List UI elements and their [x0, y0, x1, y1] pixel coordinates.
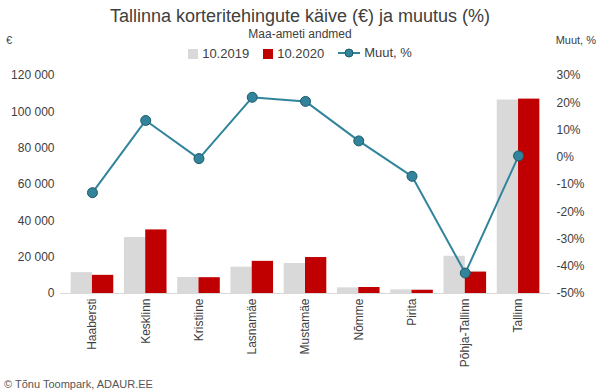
- svg-text:20 000: 20 000: [18, 250, 55, 264]
- svg-text:Haabersti: Haabersti: [85, 299, 99, 350]
- html-text:10.2020: 10.2020: [277, 46, 325, 61]
- svg-text:Põhja-Tallinn: Põhja-Tallinn: [458, 299, 472, 368]
- svg-text:40 000: 40 000: [18, 214, 55, 228]
- html-text:© Tõnu Toompark, ADAUR.EE: © Tõnu Toompark, ADAUR.EE: [4, 378, 153, 390]
- svg-text:Nõmme: Nõmme: [352, 298, 366, 340]
- svg-text:20%: 20%: [557, 96, 581, 110]
- svg-text:-30%: -30%: [557, 232, 585, 246]
- html-text:10.2019: 10.2019: [202, 46, 250, 61]
- svg-text:10%: 10%: [557, 123, 581, 137]
- svg-text:100 000: 100 000: [11, 105, 55, 119]
- svg-text:-10%: -10%: [557, 177, 585, 191]
- svg-text:80 000: 80 000: [18, 141, 55, 155]
- svg-text:Kristiine: Kristiine: [192, 298, 206, 341]
- html-text:Maa-ameti andmed: Maa-ameti andmed: [248, 27, 352, 41]
- svg-text:Kesklinn: Kesklinn: [139, 299, 153, 344]
- svg-text:-20%: -20%: [557, 205, 585, 219]
- svg-text:0: 0: [48, 286, 55, 300]
- svg-text:Pirita: Pirita: [405, 298, 419, 326]
- svg-text:0%: 0%: [557, 150, 575, 164]
- html-text:Muut, %: Muut, %: [364, 45, 412, 60]
- svg-text:120 000: 120 000: [11, 68, 55, 82]
- html-text:Tallinna korteritehingute käiv: Tallinna korteritehingute käive (€) ja m…: [109, 6, 491, 26]
- html-text:Muut, %: Muut, %: [555, 34, 596, 46]
- svg-text:Mustamäe: Mustamäe: [298, 298, 312, 354]
- svg-text:-40%: -40%: [557, 259, 585, 273]
- svg-text:60 000: 60 000: [18, 177, 55, 191]
- svg-text:30%: 30%: [557, 68, 581, 82]
- svg-text:Tallinn: Tallinn: [511, 299, 525, 333]
- svg-text:-50%: -50%: [557, 286, 585, 300]
- svg-text:Lasnamäe: Lasnamäe: [245, 298, 259, 354]
